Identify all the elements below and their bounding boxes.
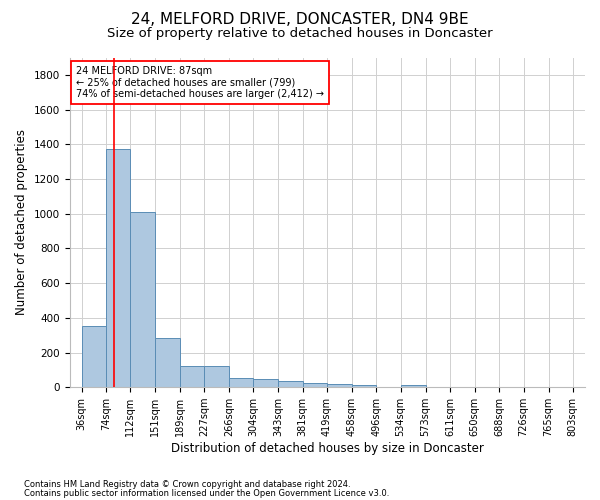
Bar [130, 212, 155, 387]
Bar [179, 366, 204, 387]
Bar [229, 378, 253, 387]
Y-axis label: Number of detached properties: Number of detached properties [15, 130, 28, 316]
Bar [204, 366, 229, 387]
Bar [352, 384, 376, 387]
Text: Contains HM Land Registry data © Crown copyright and database right 2024.: Contains HM Land Registry data © Crown c… [24, 480, 350, 489]
Bar [106, 148, 130, 387]
Bar [253, 378, 278, 387]
Bar [155, 338, 179, 387]
Text: 24 MELFORD DRIVE: 87sqm
← 25% of detached houses are smaller (799)
74% of semi-d: 24 MELFORD DRIVE: 87sqm ← 25% of detache… [76, 66, 324, 99]
Text: 24, MELFORD DRIVE, DONCASTER, DN4 9BE: 24, MELFORD DRIVE, DONCASTER, DN4 9BE [131, 12, 469, 28]
Text: Contains public sector information licensed under the Open Government Licence v3: Contains public sector information licen… [24, 489, 389, 498]
Bar [278, 381, 302, 387]
Bar [401, 384, 425, 387]
Bar [82, 326, 106, 387]
Bar [302, 383, 327, 387]
X-axis label: Distribution of detached houses by size in Doncaster: Distribution of detached houses by size … [171, 442, 484, 455]
Text: Size of property relative to detached houses in Doncaster: Size of property relative to detached ho… [107, 28, 493, 40]
Bar [327, 384, 352, 387]
